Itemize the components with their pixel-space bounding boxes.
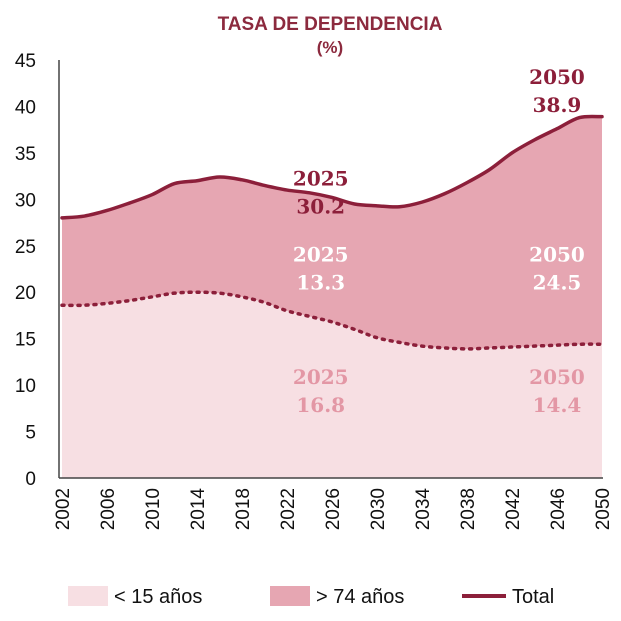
x-tick-label: 2034 (413, 488, 434, 531)
x-axis-ticks: 2002 2006 2010 2014 2018 2022 2026 2030 2034 2038… (53, 488, 614, 531)
x-tick-label: 2010 (143, 488, 164, 530)
chart-subtitle: (%) (317, 38, 343, 57)
y-tick-label: 45 (15, 51, 36, 72)
x-tick-label: 2042 (503, 488, 524, 530)
x-tick-label: 2026 (323, 488, 344, 530)
y-tick-label: 0 (25, 469, 36, 490)
y-tick-label: 15 (15, 330, 36, 351)
x-tick-label: 2014 (188, 488, 209, 531)
plot-area (60, 114, 604, 478)
y-tick-label: 35 (15, 144, 36, 165)
legend-label: > 74 años (316, 586, 404, 608)
annotation-year: 2050 (529, 365, 585, 389)
annotation-value: 16.8 (296, 393, 345, 417)
annotation-year: 2050 (529, 65, 585, 89)
annotation-year: 2050 (529, 243, 585, 267)
annotation-year: 2025 (293, 166, 349, 190)
legend-swatch (270, 586, 310, 606)
y-axis-ticks: 0 5 10 15 20 25 30 35 40 45 (15, 51, 36, 490)
annotation-value: 30.2 (296, 194, 345, 218)
chart-title: TASA DE DEPENDENCIA (218, 14, 443, 35)
x-tick-label: 2022 (278, 488, 299, 530)
y-tick-label: 20 (15, 283, 36, 304)
y-tick-label: 5 (25, 423, 36, 444)
area-under-15 (62, 292, 602, 478)
annotation-value: 14.4 (533, 393, 582, 417)
x-tick-label: 2050 (593, 488, 614, 530)
annotation-value: 13.3 (296, 271, 345, 295)
x-tick-label: 2038 (458, 488, 479, 530)
y-tick-label: 10 (15, 376, 36, 397)
legend-swatch (68, 586, 108, 606)
total-line (60, 114, 604, 220)
legend-label: Total (512, 586, 554, 608)
annotation-year: 2025 (293, 243, 349, 267)
annotation-value: 24.5 (533, 271, 582, 295)
annotation-year: 2025 (293, 365, 349, 389)
legend: < 15 años > 74 años Total (68, 586, 554, 608)
x-tick-label: 2046 (548, 488, 569, 530)
y-tick-label: 30 (15, 190, 36, 211)
y-tick-label: 25 (15, 237, 36, 258)
legend-label: < 15 años (114, 586, 202, 608)
under-15-dotted-line (60, 290, 604, 351)
x-tick-label: 2006 (98, 488, 119, 530)
x-tick-label: 2030 (368, 488, 389, 530)
y-tick-label: 40 (15, 97, 36, 118)
annotations: 2025 30.2 2050 38.9 2025 13.3 2050 24.5 2025 16.8… (293, 65, 585, 417)
x-tick-label: 2018 (233, 488, 254, 530)
annotation-value: 38.9 (533, 93, 582, 117)
x-tick-label: 2002 (53, 488, 74, 530)
